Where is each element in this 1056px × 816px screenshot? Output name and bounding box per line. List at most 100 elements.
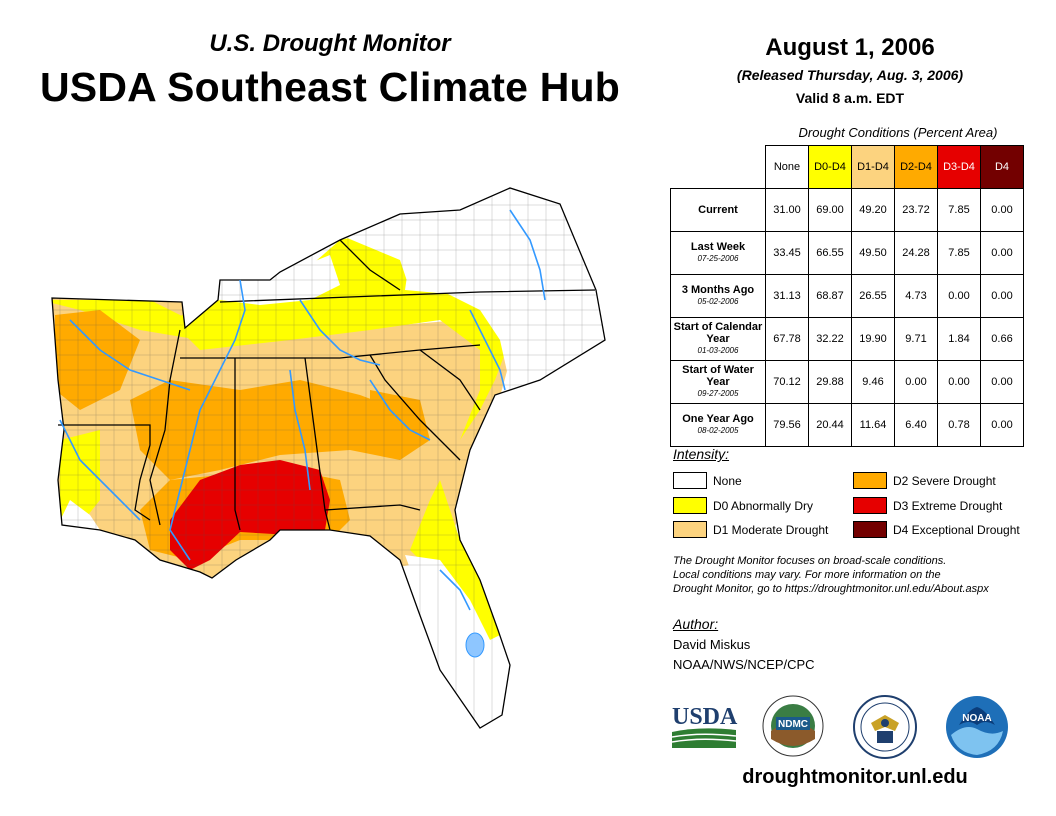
table-cell: 11.64 [851, 402, 895, 447]
legend-item-d1: D1 Moderate Drought [673, 521, 828, 538]
d3-region [170, 460, 330, 570]
table-cell: 68.87 [808, 273, 852, 318]
table-cell: 0.00 [937, 359, 981, 404]
ndmc-logo-icon: NDMC [762, 695, 824, 757]
land-areas [52, 188, 605, 728]
svg-text:NDMC: NDMC [778, 719, 808, 730]
table-cell: 0.00 [980, 402, 1024, 447]
table-cell: 69.00 [808, 187, 852, 232]
none-region-florida [405, 555, 508, 728]
table-cell: 1.84 [937, 316, 981, 361]
legend-title: Intensity: [673, 446, 730, 462]
table-cell: 0.00 [894, 359, 938, 404]
table-row: Last Week 07-25-2006 33.45 66.55 49.50 24… [670, 230, 1024, 275]
table-cell: 26.55 [851, 273, 895, 318]
commerce-seal-icon [853, 695, 917, 759]
legend-label: D0 Abnormally Dry [713, 498, 814, 513]
usda-logo-icon: USDA [671, 704, 738, 748]
table-cell: 7.85 [937, 187, 981, 232]
table-cell: 29.88 [808, 359, 852, 404]
legend-item-d4: D4 Exceptional Drought [853, 521, 1020, 538]
col-d1-d4: D1-D4 [851, 145, 895, 189]
d2-region-ga [370, 390, 430, 460]
table-row: Start of Water Year 09-27-2005 70.12 29.8… [670, 359, 1024, 404]
author-label: Author: [673, 616, 719, 632]
legend-item-d3: D3 Extreme Drought [853, 497, 1002, 514]
legend-label: D3 Extreme Drought [893, 498, 1003, 513]
none-region-north [340, 188, 605, 385]
drought-map [51, 187, 606, 729]
svg-text:NOAA: NOAA [962, 713, 991, 724]
legend-swatch [673, 497, 707, 514]
table-row: Start of Calendar Year 01-03-2006 67.78 3… [670, 316, 1024, 361]
table-header-row: None D0-D4 D1-D4 D2-D4 D3-D4 D4 [671, 145, 1024, 189]
d0-region-north [170, 230, 510, 640]
row-label: 3 Months Ago 05-02-2006 [670, 273, 766, 318]
col-none: None [765, 145, 809, 189]
table-cell: 0.00 [980, 230, 1024, 275]
table-cell: 0.78 [937, 402, 981, 447]
legend-label: D2 Severe Drought [893, 473, 996, 488]
legend-item-none: None [673, 472, 742, 489]
legend-swatch [853, 521, 887, 538]
table-cell: 32.22 [808, 316, 852, 361]
table-cell: 0.66 [980, 316, 1024, 361]
table-cell: 31.00 [765, 187, 809, 232]
table-cell: 20.44 [808, 402, 852, 447]
table-cell: 6.40 [894, 402, 938, 447]
author-name: David Miskus [673, 637, 751, 652]
table-row: 3 Months Ago 05-02-2006 31.13 68.87 26.55… [670, 273, 1024, 318]
table-row: One Year Ago 08-02-2005 79.56 20.44 11.64… [670, 402, 1024, 447]
row-label: Start of Calendar Year 01-03-2006 [670, 316, 766, 361]
table-cell: 24.28 [894, 230, 938, 275]
row-label: Last Week 07-25-2006 [670, 230, 766, 275]
legend-item-d0: D0 Abnormally Dry [673, 497, 813, 514]
table-cell: 79.56 [765, 402, 809, 447]
table-cell: 0.00 [980, 187, 1024, 232]
table-corner [671, 146, 766, 189]
row-label: Current [670, 187, 766, 232]
table-cell: 70.12 [765, 359, 809, 404]
subtitle: U.S. Drought Monitor [209, 30, 451, 57]
legend-label: None [713, 473, 742, 488]
table-cell: 31.13 [765, 273, 809, 318]
footer-url[interactable]: droughtmonitor.unl.edu [742, 766, 968, 788]
col-d2-d4: D2-D4 [894, 145, 938, 189]
state-boundaries [51, 187, 606, 729]
legend-swatch [853, 497, 887, 514]
table-cell: 9.71 [894, 316, 938, 361]
rivers [59, 209, 546, 611]
table-cell: 67.78 [765, 316, 809, 361]
legend-label: D4 Exceptional Drought [893, 522, 1020, 537]
noaa-logo-icon: NOAA [946, 696, 1008, 758]
row-label: One Year Ago 08-02-2005 [670, 402, 766, 447]
table-cell: 66.55 [808, 230, 852, 275]
row-label: Start of Water Year 09-27-2005 [670, 359, 766, 404]
col-d0-d4: D0-D4 [808, 145, 852, 189]
page-title: USDA Southeast Climate Hub [39, 64, 621, 110]
author-org: NOAA/NWS/NCEP/CPC [673, 657, 815, 672]
release-date: (Released Thursday, Aug. 3, 2006) [736, 67, 964, 83]
col-d3-d4: D3-D4 [937, 145, 981, 189]
table-cell: 7.85 [937, 230, 981, 275]
col-d4: D4 [980, 145, 1024, 189]
table-row: Current 31.00 69.00 49.20 23.72 7.85 0.0… [670, 187, 1024, 232]
valid-time: Valid 8 a.m. EDT [795, 90, 905, 106]
legend-label: D1 Moderate Drought [713, 522, 829, 537]
table-cell: 4.73 [894, 273, 938, 318]
table-cell: 23.72 [894, 187, 938, 232]
table-cell: 49.20 [851, 187, 895, 232]
table-cell: 0.00 [980, 359, 1024, 404]
table-caption: Drought Conditions (Percent Area) [798, 125, 998, 140]
table-cell: 33.45 [765, 230, 809, 275]
legend-swatch [673, 521, 707, 538]
table-cell: 0.00 [937, 273, 981, 318]
table-cell: 9.46 [851, 359, 895, 404]
lake-okeechobee [465, 632, 485, 658]
legend-swatch [853, 472, 887, 489]
map-date: August 1, 2006 [765, 34, 935, 61]
legend-swatch [673, 472, 707, 489]
legend-item-d2: D2 Severe Drought [853, 472, 996, 489]
none-region-la [58, 500, 100, 530]
table-cell: 49.50 [851, 230, 895, 275]
